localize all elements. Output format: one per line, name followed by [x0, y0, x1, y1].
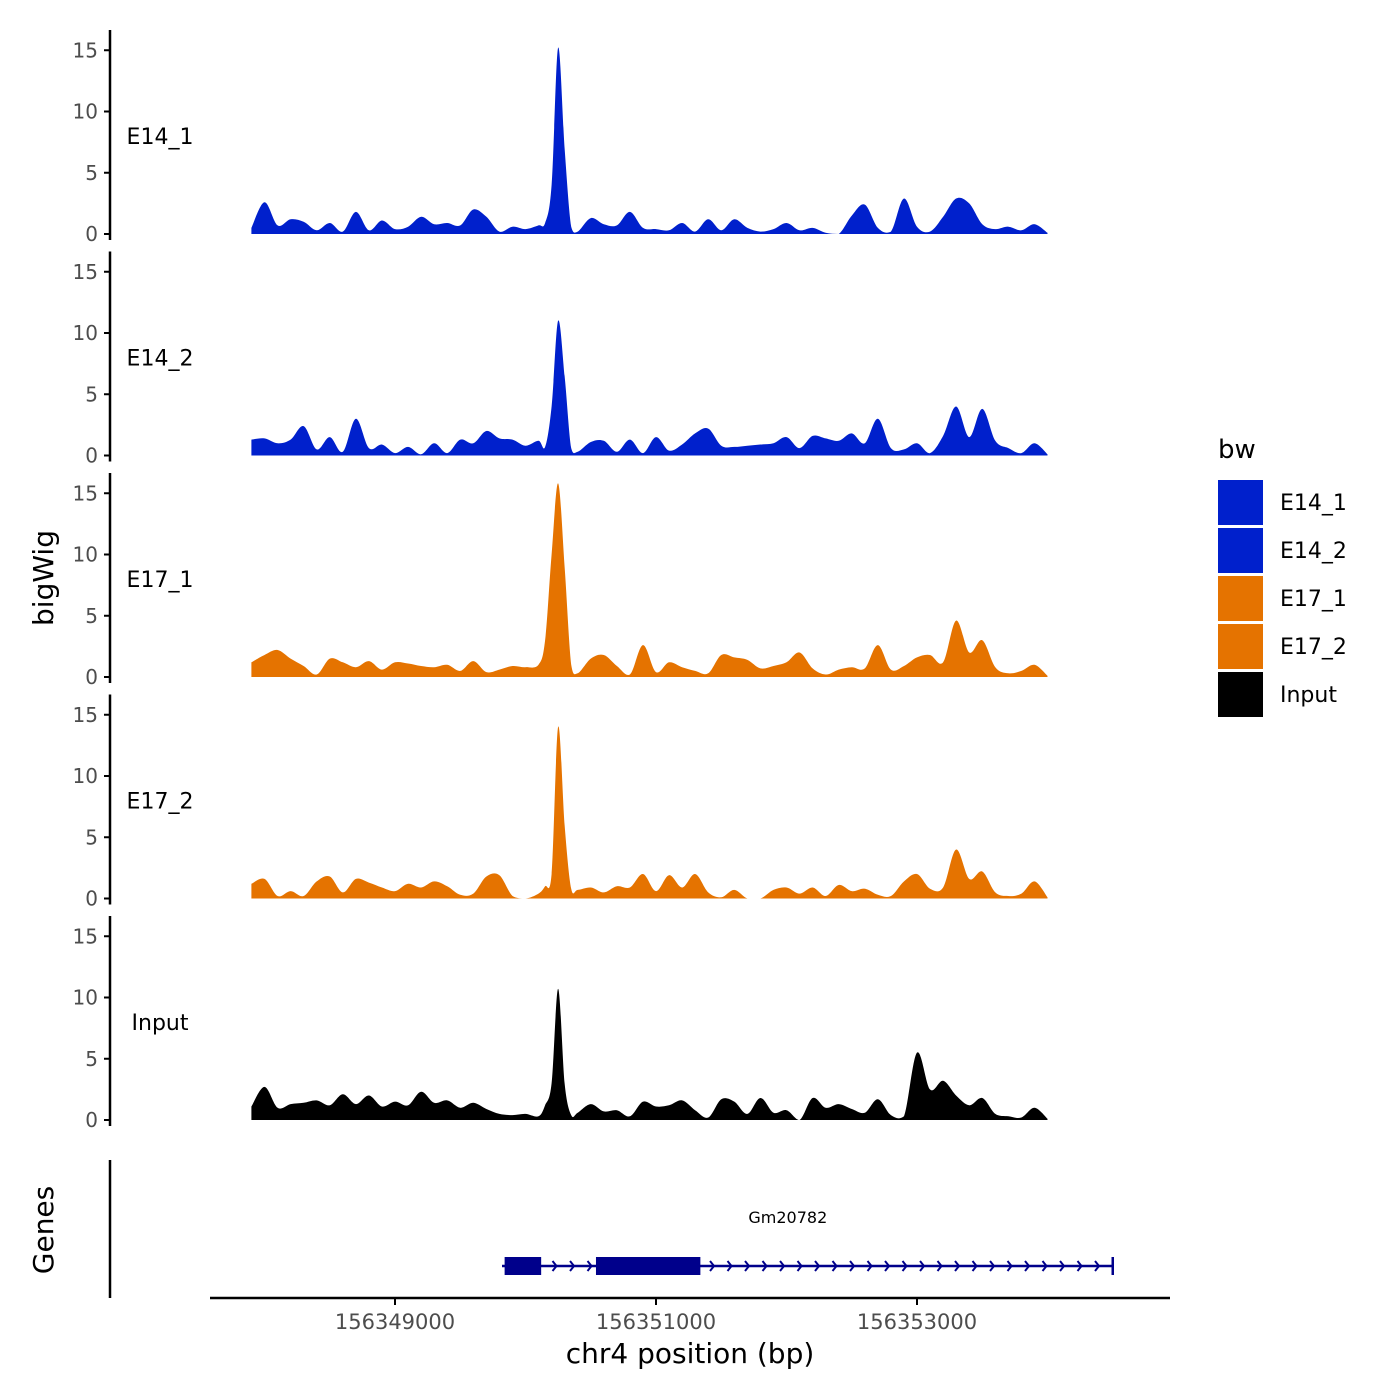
- y-tick-label: 15: [73, 703, 98, 727]
- signal-area: [251, 320, 1048, 456]
- y-tick-label: 5: [85, 161, 98, 185]
- x-tick-label: 156351000: [596, 1310, 716, 1334]
- strand-arrow: [954, 1260, 961, 1272]
- strand-arrow: [919, 1260, 926, 1272]
- legend: bw E14_1 E14_2 E17_1 E17_2 Input: [1218, 435, 1347, 717]
- strand-arrow: [569, 1260, 576, 1272]
- legend-entry-input: Input: [1218, 672, 1337, 717]
- legend-label: Input: [1280, 683, 1337, 708]
- track-label: E17_2: [127, 790, 194, 815]
- legend-title: bw: [1218, 435, 1256, 465]
- strand-arrow: [936, 1260, 943, 1272]
- strand-arrow: [814, 1260, 821, 1272]
- track-label: E17_1: [127, 568, 194, 593]
- signal-area: [251, 726, 1048, 899]
- legend-swatch: [1218, 576, 1263, 621]
- strand-arrow: [901, 1260, 908, 1272]
- strand-arrow: [761, 1260, 768, 1272]
- y-tick-label: 5: [85, 1047, 98, 1071]
- strand-arrow: [726, 1260, 733, 1272]
- track-label: E14_1: [127, 125, 194, 150]
- strand-arrow: [989, 1260, 996, 1272]
- track-e14-1: 0 5 10 15 E14_1: [73, 30, 1048, 246]
- x-axis-title: chr4 position (bp): [566, 1337, 815, 1370]
- legend-swatch: [1218, 480, 1263, 525]
- strand-arrow: [831, 1260, 838, 1272]
- legend-swatch: [1218, 624, 1263, 669]
- y-tick-label: 5: [85, 825, 98, 849]
- track-e17-2: 0 5 10 15 E17_2: [73, 694, 1048, 911]
- exon-box: [504, 1257, 542, 1275]
- y-tick-label: 10: [73, 543, 98, 567]
- gene-name-label: Gm20782: [748, 1208, 827, 1227]
- y-tick-label: 15: [73, 260, 98, 284]
- gene-track: Gm20782: [108, 1160, 1114, 1298]
- legend-entry-e17-2: E17_2: [1218, 624, 1347, 669]
- strand-arrow: [551, 1260, 558, 1272]
- y-tick-label: 5: [85, 382, 98, 406]
- strand-arrow: [1059, 1260, 1066, 1272]
- y-tick-label: 0: [85, 1108, 98, 1132]
- strand-arrow: [1094, 1260, 1101, 1272]
- signal-area: [251, 988, 1048, 1120]
- y-tick-label: 10: [73, 321, 98, 345]
- legend-entry-e14-2: E14_2: [1218, 528, 1347, 573]
- strand-arrow: [709, 1260, 716, 1272]
- track-input: 0 5 10 15 Input: [73, 916, 1048, 1132]
- strand-arrow: [1041, 1260, 1048, 1272]
- track-label: E14_2: [127, 347, 194, 372]
- x-tick-label: 156349000: [335, 1310, 455, 1334]
- y-tick-label: 0: [85, 222, 98, 246]
- y-tick-label: 0: [85, 665, 98, 689]
- x-axis: 156349000 156351000 156353000: [210, 1296, 1170, 1334]
- legend-entry-e17-1: E17_1: [1218, 576, 1347, 621]
- y-tick-label: 10: [73, 986, 98, 1010]
- signal-area: [251, 483, 1048, 677]
- legend-label: E17_2: [1280, 635, 1347, 660]
- track-label: Input: [132, 1011, 189, 1036]
- strand-arrow: [866, 1260, 873, 1272]
- y-tick-label: 5: [85, 604, 98, 628]
- y-tick-label: 0: [85, 887, 98, 911]
- legend-label: E17_1: [1280, 587, 1347, 612]
- strand-arrow: [1024, 1260, 1031, 1272]
- legend-label: E14_2: [1280, 539, 1347, 564]
- strand-arrow: [849, 1260, 856, 1272]
- gene-track-title: Genes: [27, 1186, 60, 1274]
- exon-box: [595, 1257, 701, 1275]
- y-tick-label: 15: [73, 38, 98, 62]
- strand-arrow: [779, 1260, 786, 1272]
- x-tick-label: 156353000: [857, 1310, 977, 1334]
- strand-arrow: [796, 1260, 803, 1272]
- legend-label: E14_1: [1280, 491, 1347, 516]
- strand-arrow: [884, 1260, 891, 1272]
- strand-arrow: [586, 1260, 593, 1272]
- strand-arrow: [1006, 1260, 1013, 1272]
- strand-arrow: [971, 1260, 978, 1272]
- y-axis-title: bigWig: [27, 530, 60, 626]
- track-e14-2: 0 5 10 15 E14_2: [73, 251, 1048, 468]
- signal-tracks: 0 5 10 15 E14_1 0 5 10 15 E14_2 0 5 10 15 E17_1 0 5 10 15 E…: [73, 30, 1048, 1132]
- y-tick-label: 15: [73, 481, 98, 505]
- legend-swatch: [1218, 672, 1263, 717]
- y-tick-label: 10: [73, 764, 98, 788]
- legend-swatch: [1218, 528, 1263, 573]
- signal-area: [251, 47, 1048, 234]
- y-tick-label: 0: [85, 444, 98, 468]
- track-e17-1: 0 5 10 15 E17_1: [73, 473, 1048, 689]
- legend-entry-e14-1: E14_1: [1218, 480, 1347, 525]
- strand-arrow: [744, 1260, 751, 1272]
- y-tick-label: 15: [73, 924, 98, 948]
- strand-arrow: [1076, 1260, 1083, 1272]
- y-tick-label: 10: [73, 100, 98, 124]
